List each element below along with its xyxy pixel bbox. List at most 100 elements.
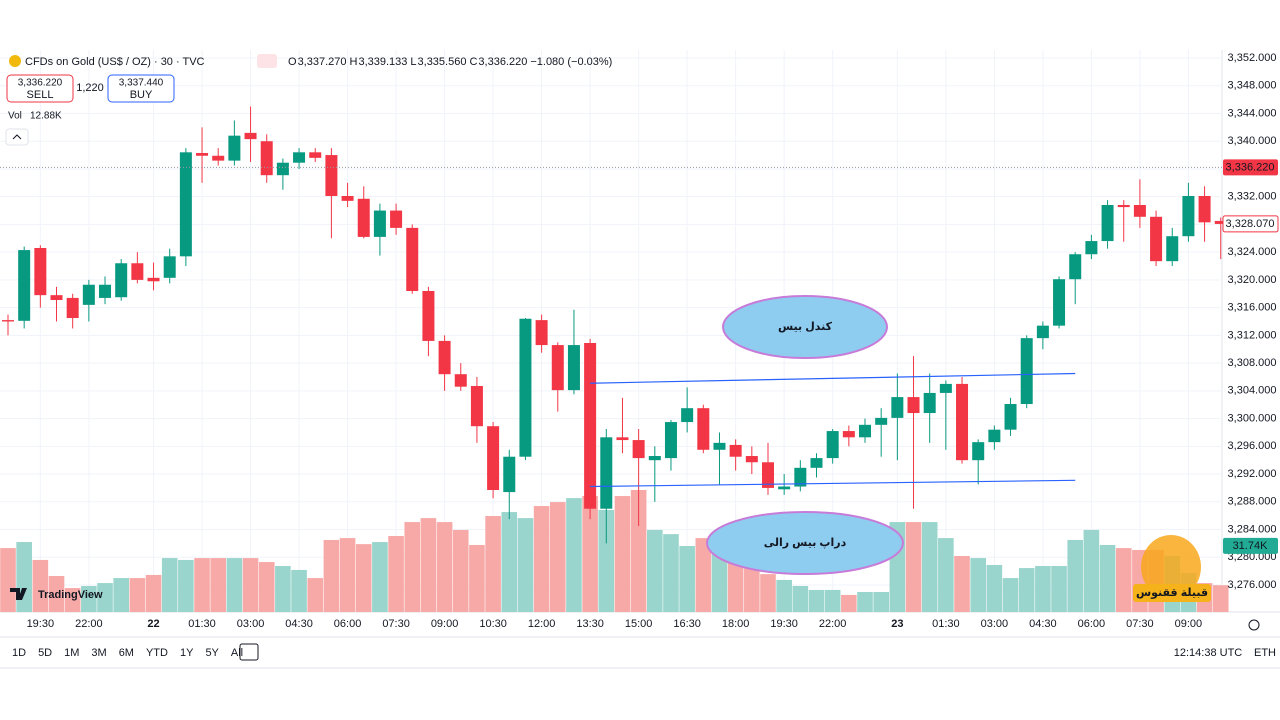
volume-bar bbox=[194, 558, 210, 612]
candle-body bbox=[859, 424, 872, 438]
y-tick-label: 3,324.000 bbox=[1228, 246, 1277, 258]
volume-bar bbox=[388, 536, 404, 612]
x-tick-label: 23 bbox=[891, 618, 903, 630]
volume-bar bbox=[598, 509, 615, 612]
volume-bar bbox=[533, 506, 550, 612]
volume-bar bbox=[744, 559, 760, 612]
candle-body bbox=[988, 429, 1001, 443]
x-tick-label: 06:00 bbox=[1078, 618, 1106, 630]
volume-bar bbox=[291, 569, 307, 612]
volume-bar bbox=[760, 574, 776, 612]
candle-body bbox=[357, 198, 370, 237]
volume-bar bbox=[81, 585, 97, 612]
candle-body bbox=[2, 320, 14, 322]
volume-bar bbox=[64, 588, 81, 612]
collapse-button[interactable] bbox=[5, 128, 29, 146]
indicator-toggle[interactable] bbox=[257, 54, 277, 68]
y-tick-label: 3,320.000 bbox=[1228, 274, 1277, 286]
buy-button[interactable] bbox=[107, 74, 175, 103]
candle-body bbox=[260, 141, 273, 176]
range-button[interactable]: 6M bbox=[119, 647, 134, 659]
session[interactable]: ETH bbox=[1254, 647, 1276, 659]
candle-body bbox=[454, 374, 467, 387]
ohlc-value: 3,337.270 bbox=[298, 56, 347, 68]
volume-bar bbox=[178, 559, 194, 612]
volume-bar bbox=[48, 575, 65, 612]
candle-body bbox=[1069, 254, 1082, 280]
x-tick-label: 09:00 bbox=[1175, 618, 1203, 630]
trendline bbox=[590, 479, 1076, 488]
candle-body bbox=[1117, 205, 1130, 208]
y-tick-label: 3,340.000 bbox=[1228, 135, 1277, 147]
candle-body bbox=[551, 345, 564, 391]
candle-body bbox=[745, 456, 758, 463]
candle-body bbox=[487, 426, 500, 491]
volume-bar bbox=[210, 558, 227, 612]
goto-date[interactable] bbox=[239, 643, 259, 661]
y-tick-label: 3,296.000 bbox=[1228, 440, 1277, 452]
volume-bar bbox=[258, 562, 275, 612]
candle-body bbox=[600, 437, 613, 509]
buy-price: 3,337.440 bbox=[119, 78, 164, 89]
candle-body bbox=[519, 318, 532, 457]
candle-body bbox=[891, 397, 904, 418]
candle-body bbox=[325, 155, 338, 196]
x-tick-label: 06:00 bbox=[334, 618, 362, 630]
annotation-text: دراپ بیس رالی bbox=[764, 537, 847, 549]
range-button[interactable]: 3M bbox=[91, 647, 106, 659]
candle-body bbox=[422, 290, 435, 341]
volume-bar bbox=[275, 565, 291, 612]
candle-body bbox=[309, 152, 322, 158]
volume-bar bbox=[582, 496, 598, 612]
range-button[interactable]: 5D bbox=[38, 647, 52, 659]
x-tick-label: 12:00 bbox=[528, 618, 556, 630]
y-tick-label: 3,280.000 bbox=[1228, 551, 1277, 563]
candle-body bbox=[842, 431, 855, 438]
range-button[interactable]: 5Y bbox=[205, 647, 219, 659]
volume-bar bbox=[1115, 548, 1132, 612]
volume-bar bbox=[921, 522, 938, 612]
candle-body bbox=[956, 383, 969, 461]
volume-bar bbox=[841, 594, 857, 612]
volume-bar bbox=[549, 502, 566, 612]
candle-body bbox=[244, 132, 257, 140]
candle-body bbox=[276, 162, 289, 176]
candle-body bbox=[729, 444, 742, 457]
candle-body bbox=[390, 210, 403, 228]
candle-body bbox=[632, 440, 645, 459]
volume-bar bbox=[566, 498, 582, 612]
volume-bar bbox=[323, 539, 340, 612]
candle-body bbox=[681, 408, 694, 423]
symbol[interactable]: CFDs on Gold (US$ / OZ) · 30 · TVC bbox=[25, 56, 205, 68]
volume-bar bbox=[0, 548, 16, 612]
range-button[interactable]: YTD bbox=[146, 647, 168, 659]
volume-bar bbox=[711, 549, 728, 612]
volume-bar bbox=[614, 496, 631, 612]
x-tick-label: 19:30 bbox=[27, 618, 55, 630]
range-button[interactable]: All bbox=[231, 647, 243, 659]
range-button[interactable]: 1M bbox=[64, 647, 79, 659]
candle-body bbox=[406, 227, 419, 291]
x-tick-label: 01:30 bbox=[932, 618, 960, 630]
candle-body bbox=[713, 442, 726, 450]
candle-body bbox=[972, 442, 985, 461]
volume-bar bbox=[485, 516, 501, 612]
candle-body bbox=[147, 277, 160, 282]
volume-bar bbox=[905, 522, 922, 612]
candle-body bbox=[535, 320, 548, 346]
range-button[interactable]: 1Y bbox=[180, 647, 194, 659]
candle-body bbox=[341, 195, 354, 201]
volume-bar bbox=[630, 490, 647, 612]
volume-bar bbox=[1099, 544, 1116, 612]
candle-body bbox=[1214, 220, 1227, 224]
logo-mark bbox=[1141, 535, 1201, 599]
axis-settings[interactable] bbox=[1248, 619, 1260, 631]
ohlc-change: −1.080 (−0.03%) bbox=[530, 56, 612, 68]
sell-button[interactable] bbox=[6, 74, 74, 103]
price-tag-label: 3,328.070 bbox=[1226, 218, 1275, 230]
sell-price: 3,336.220 bbox=[18, 78, 63, 89]
watermark-icon bbox=[10, 588, 27, 600]
volume-tag bbox=[1223, 537, 1278, 554]
range-button[interactable]: 1D bbox=[12, 647, 26, 659]
y-tick-label: 3,352.000 bbox=[1228, 52, 1277, 64]
